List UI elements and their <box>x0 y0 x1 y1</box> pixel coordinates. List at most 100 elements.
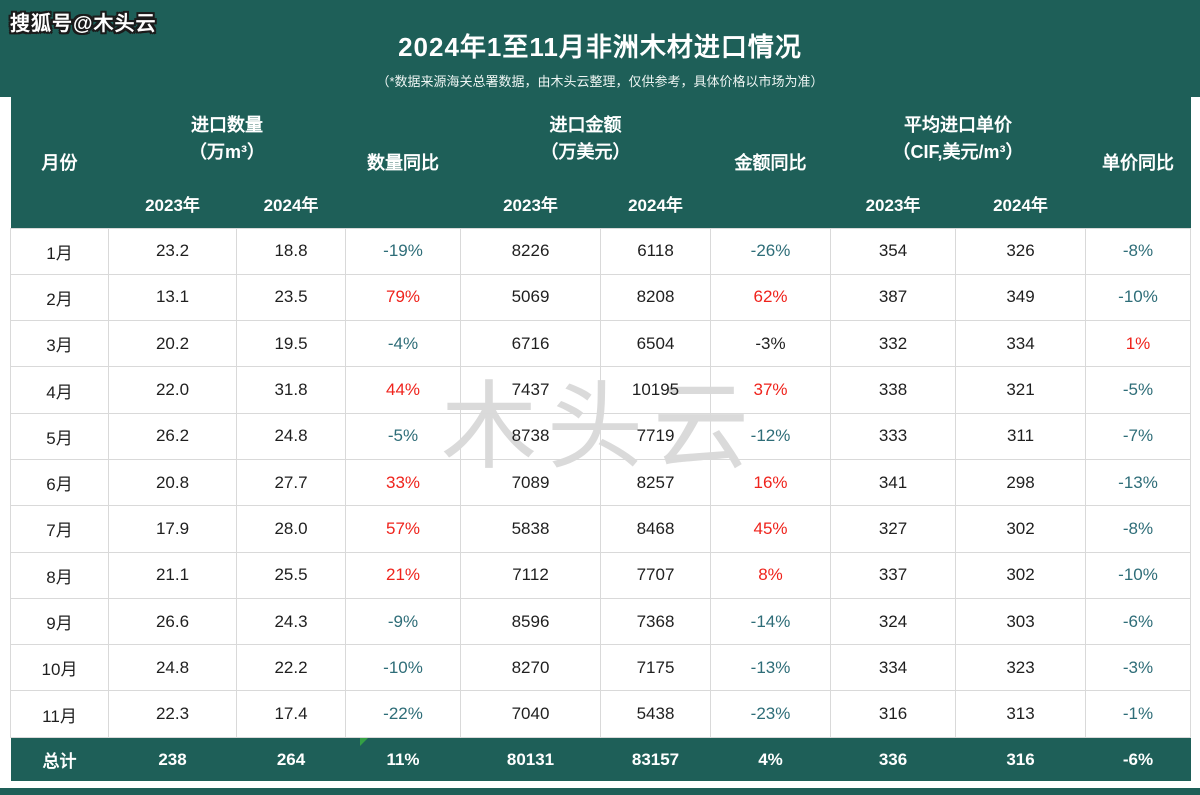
cell-amount-2023: 7112 <box>460 551 601 599</box>
cell-amount-2023: 6716 <box>460 320 601 368</box>
cell-amount-2023: 7040 <box>460 690 601 738</box>
cell-qty-2023: 20.8 <box>108 458 237 507</box>
bottom-teal-strip <box>0 788 1200 795</box>
header-year-row: 2023年 2024年 2023年 2024年 2023年 2024年 <box>11 180 1191 228</box>
total-amount-yoy: 4% <box>710 737 831 782</box>
cell-amount-yoy: -12% <box>710 412 831 460</box>
cell-price-2024: 313 <box>954 690 1087 738</box>
cell-month: 1月 <box>10 227 109 275</box>
cell-price-yoy: -1% <box>1085 690 1192 738</box>
cell-price-yoy: -10% <box>1085 273 1192 322</box>
cell-price-yoy: -6% <box>1085 597 1192 646</box>
cell-amount-2024: 7175 <box>600 644 711 692</box>
cell-qty-2024: 24.3 <box>236 597 346 646</box>
group-label-amount: 进口金额 <box>549 114 622 135</box>
cell-amount-yoy: 45% <box>710 505 831 553</box>
cell-amount-2024: 6504 <box>600 320 711 368</box>
cell-qty-2023: 20.2 <box>108 320 237 368</box>
cell-qty-2023: 24.8 <box>108 644 237 692</box>
cell-amount-2023: 8596 <box>460 597 601 646</box>
cell-month: 11月 <box>10 690 109 738</box>
total-price-yoy: -6% <box>1085 737 1191 782</box>
header-group-row: 月份 进口数量 （万m³） 数量同比 进口金额 （万美元） 金额同比 平均进口单… <box>10 97 1191 228</box>
cell-price-2023: 337 <box>830 551 956 599</box>
cell-price-2024: 349 <box>954 273 1087 322</box>
cell-month: 2月 <box>10 273 109 322</box>
cell-amount-yoy: -26% <box>710 227 831 275</box>
cell-amount-2024: 6118 <box>600 227 711 275</box>
cell-amount-2024: 7719 <box>600 412 711 460</box>
cell-price-yoy: -8% <box>1085 227 1192 275</box>
cell-qty-2023: 22.0 <box>108 366 237 414</box>
table-row: 5月 26.2 24.8 -5% 8738 7719 -12% 333 311 -7% <box>10 412 1192 460</box>
col-group-avg-unit-price: 平均进口单价 （CIF,美元/m³） <box>830 97 1086 180</box>
cell-price-2024: 334 <box>954 320 1087 368</box>
cell-price-2024: 303 <box>954 597 1087 646</box>
sohu-account-badge: 搜狐号@木头云 <box>10 13 157 35</box>
import-data-table: 月份 进口数量 （万m³） 数量同比 进口金额 （万美元） 金额同比 平均进口单… <box>10 97 1192 782</box>
col-header-price-2024: 2024年 <box>955 180 1086 228</box>
table-row: 2月 13.1 23.5 79% 5069 8208 62% 387 349 -10% <box>10 273 1192 322</box>
cell-amount-2024: 7707 <box>600 551 711 599</box>
cell-amount-yoy: -13% <box>710 644 831 692</box>
col-group-import-quantity: 进口数量 （万m³） <box>108 97 346 180</box>
cell-price-2023: 316 <box>830 690 956 738</box>
table-row: 7月 17.9 28.0 57% 5838 8468 45% 327 302 -8% <box>10 505 1192 553</box>
cell-qty-2024: 25.5 <box>236 551 346 599</box>
col-header-price-yoy: 单价同比 <box>1085 97 1191 228</box>
group-unit-quantity: （万m³） <box>189 141 265 162</box>
table-row: 4月 22.0 31.8 44% 7437 10195 37% 338 321 -5% <box>10 366 1192 414</box>
table-row: 3月 20.2 19.5 -4% 6716 6504 -3% 332 334 1% <box>10 320 1192 368</box>
cell-month: 3月 <box>10 320 109 368</box>
cell-amount-2024: 7368 <box>600 597 711 646</box>
col-header-amount-2024: 2024年 <box>600 180 711 228</box>
cell-qty-yoy: 21% <box>345 551 461 599</box>
total-amount-2024: 83157 <box>600 737 711 782</box>
table-row: 1月 23.2 18.8 -19% 8226 6118 -26% 354 326 -8% <box>10 227 1192 275</box>
cell-price-yoy: -10% <box>1085 551 1192 599</box>
cell-month: 4月 <box>10 366 109 414</box>
cell-amount-2023: 8226 <box>460 227 601 275</box>
cell-qty-2024: 22.2 <box>236 644 346 692</box>
cell-price-2024: 302 <box>954 551 1087 599</box>
total-amount-2023: 80131 <box>460 737 601 782</box>
cell-qty-yoy: 33% <box>345 458 461 507</box>
col-header-price-2023: 2023年 <box>830 180 956 228</box>
cell-qty-yoy: 79% <box>345 273 461 322</box>
col-header-month: 月份 <box>10 97 109 228</box>
cell-qty-yoy: -4% <box>345 320 461 368</box>
cell-price-2023: 332 <box>830 320 956 368</box>
cell-amount-2024: 8208 <box>600 273 711 322</box>
group-unit-price: （CIF,美元/m³） <box>892 141 1024 162</box>
cell-qty-2023: 26.6 <box>108 597 237 646</box>
cell-price-2023: 387 <box>830 273 956 322</box>
col-header-qty-2023: 2023年 <box>108 180 237 228</box>
cell-month: 5月 <box>10 412 109 460</box>
total-month: 总计 <box>10 737 109 782</box>
cell-amount-yoy: -23% <box>710 690 831 738</box>
cell-amount-yoy: 16% <box>710 458 831 507</box>
cell-price-2023: 338 <box>830 366 956 414</box>
cell-qty-yoy: -19% <box>345 227 461 275</box>
cell-price-2024: 321 <box>954 366 1087 414</box>
cell-amount-2023: 7437 <box>460 366 601 414</box>
cell-price-2024: 298 <box>954 458 1087 507</box>
cell-amount-2023: 7089 <box>460 458 601 507</box>
cell-qty-yoy: -22% <box>345 690 461 738</box>
cell-amount-2024: 8257 <box>600 458 711 507</box>
cell-amount-yoy: 37% <box>710 366 831 414</box>
col-header-qty-2024: 2024年 <box>236 180 346 228</box>
cell-qty-yoy: 57% <box>345 505 461 553</box>
cell-amount-yoy: -3% <box>710 320 831 368</box>
cell-price-yoy: -3% <box>1085 644 1192 692</box>
cell-qty-2024: 24.8 <box>236 412 346 460</box>
cell-price-2024: 326 <box>954 227 1087 275</box>
cell-price-2023: 334 <box>830 644 956 692</box>
cell-qty-2024: 17.4 <box>236 690 346 738</box>
table-row: 9月 26.6 24.3 -9% 8596 7368 -14% 324 303 -6% <box>10 597 1192 646</box>
cell-amount-2023: 8270 <box>460 644 601 692</box>
cell-price-2024: 302 <box>954 505 1087 553</box>
cell-month: 9月 <box>10 597 109 646</box>
col-header-amount-yoy: 金额同比 <box>710 97 831 228</box>
